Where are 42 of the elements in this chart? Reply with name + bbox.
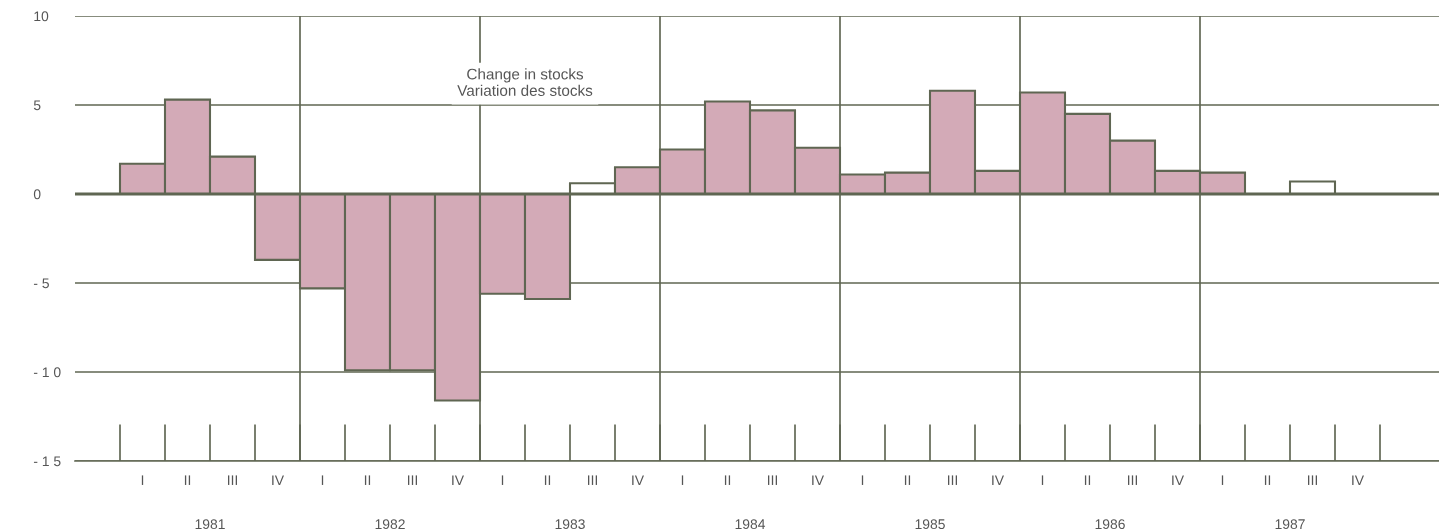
x-tick-label: IV	[992, 475, 1004, 485]
x-tick-label: IV	[812, 475, 824, 485]
x-tick-label: II	[1084, 475, 1091, 485]
text: 1981	[195, 519, 225, 530]
x-tick-label: II	[184, 475, 191, 485]
text: 1986	[1095, 519, 1125, 530]
x-tick-label: III	[947, 475, 958, 485]
x-tick-label: IV	[272, 475, 284, 485]
x-tick-label: I	[141, 475, 144, 485]
text: 1984	[735, 519, 766, 530]
text: 1982	[375, 519, 405, 530]
x-tick-label: I	[681, 475, 684, 485]
x-tick-label: II	[364, 475, 371, 485]
x-tick-label: I	[1221, 475, 1224, 485]
y-tick-label: 5	[33, 100, 41, 111]
y-tick-label: - 5	[33, 278, 49, 289]
y-tick-label: 0	[33, 189, 41, 200]
x-tick-label: III	[227, 475, 238, 485]
y-tick-label: - 1 5	[33, 456, 61, 467]
text: 1985	[915, 519, 945, 530]
text: 1983	[555, 519, 585, 530]
x-tick-label: II	[724, 475, 731, 485]
text: Change in stocks Variation des stocks	[457, 68, 593, 96]
x-tick-label: I	[861, 475, 864, 485]
x-tick-label: I	[321, 475, 324, 485]
x-tick-label: III	[1307, 475, 1318, 485]
x-tick-label: II	[544, 475, 551, 485]
x-tick-label: I	[501, 475, 504, 485]
x-tick-label: II	[1264, 475, 1271, 485]
x-tick-label: III	[767, 475, 778, 485]
x-tick-label: I	[1041, 475, 1044, 485]
x-tick-label: III	[587, 475, 598, 485]
y-tick-label: - 1 0	[33, 367, 61, 378]
text: 1987	[1275, 519, 1305, 530]
x-tick-label: IV	[1352, 475, 1364, 485]
y-tick-label: 10	[34, 11, 49, 22]
x-tick-label: IV	[632, 475, 644, 485]
x-tick-label: III	[1127, 475, 1138, 485]
x-tick-label: IV	[1172, 475, 1184, 485]
x-tick-label: IV	[452, 475, 464, 485]
x-tick-label: II	[904, 475, 911, 485]
x-tick-label: III	[407, 475, 418, 485]
